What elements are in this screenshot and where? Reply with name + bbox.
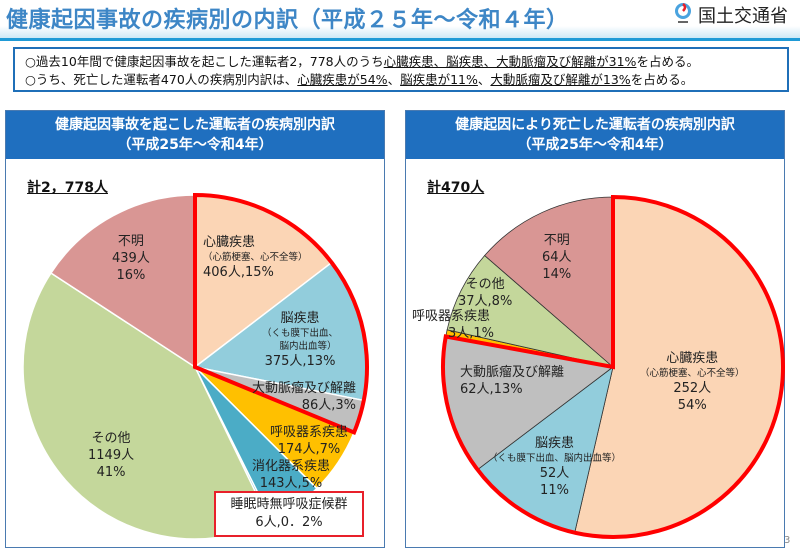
summary-highlight: 大動脈瘤及び解離が13% bbox=[490, 72, 631, 87]
slice-percent: 54% bbox=[677, 398, 707, 413]
slice-value: 143人,5% bbox=[259, 476, 323, 491]
left-label-digestive: 消化器系疾患 143人,5% bbox=[252, 458, 330, 492]
summary-text: を占める。 bbox=[636, 54, 699, 69]
slice-name: 呼吸器系疾患 bbox=[270, 425, 349, 440]
slice-percent: 41% bbox=[96, 465, 126, 480]
right-chart-header: 健康起因により死亡した運転者の疾病別内訳 （平成25年～令和4年） bbox=[406, 111, 784, 159]
slice-name: 脳疾患 bbox=[280, 311, 320, 326]
slice-name: 消化器系疾患 bbox=[252, 459, 331, 474]
summary-box: ○過去10年間で健康起因事故を起こした運転者2，778人のうち心臓疾患、脳疾患、… bbox=[13, 47, 789, 92]
slice-name: 心臓疾患 bbox=[203, 235, 256, 250]
summary-text: を占める。 bbox=[630, 72, 694, 87]
right-label-respiratory: 呼吸器系疾患 3人,1% bbox=[412, 308, 494, 342]
summary-text: 、 bbox=[387, 72, 401, 87]
right-label-brain: 脳疾患 （くも膜下出血、脳内出血等） 52人 11% bbox=[488, 435, 621, 499]
right-chart-total: 計470人 bbox=[427, 180, 485, 196]
summary-line-1: ○過去10年間で健康起因事故を起こした運転者2，778人のうち心臓疾患、脳疾患、… bbox=[25, 53, 777, 71]
left-chart-total: 計2，778人 bbox=[27, 180, 108, 196]
slice-percent: 11% bbox=[540, 483, 569, 498]
slice-name: その他 bbox=[465, 277, 505, 292]
left-chart-header: 健康起因事故を起こした運転者の疾病別内訳 （平成25年～令和4年） bbox=[6, 111, 384, 159]
slice-value: 6人,0．2% bbox=[255, 515, 323, 530]
left-label-respiratory: 呼吸器系疾患 174人,7% bbox=[270, 424, 348, 458]
summary-text: 、 bbox=[477, 72, 491, 87]
right-chart-subtitle: （平成25年～令和4年） bbox=[517, 137, 673, 153]
slice-note: （心筋梗塞、心不全等） bbox=[203, 252, 308, 263]
slice-count: 1149人 bbox=[88, 448, 135, 463]
left-label-aorta: 大動脈瘤及び解離 86人,3% bbox=[252, 380, 356, 414]
right-label-other: その他 37人,8% bbox=[458, 276, 512, 310]
slice-note: （くも膜下出血、脳内出血等） bbox=[488, 453, 622, 464]
summary-highlight: 心臓疾患、脳疾患、大動脈瘤及び解離が31% bbox=[383, 54, 637, 69]
slice-note: （心筋梗塞、心不全等） bbox=[640, 368, 745, 379]
right-label-heart: 心臓疾患 （心筋梗塞、心不全等） 252人 54% bbox=[640, 350, 745, 414]
slice-value: 375人,13% bbox=[264, 354, 336, 369]
summary-highlight: 心臓疾患が54% bbox=[297, 72, 388, 87]
header: 健康起因事故の疾病別の内訳（平成２５年～令和４年） 国土交通省 bbox=[0, 0, 800, 41]
header-divider bbox=[0, 38, 800, 41]
slice-name: 呼吸器系疾患 bbox=[412, 309, 491, 324]
summary-highlight: 脳疾患が11% bbox=[400, 72, 478, 87]
slice-value: 62人,13% bbox=[460, 382, 523, 397]
slice-value: 406人,15% bbox=[203, 265, 274, 280]
slice-count: 52人 bbox=[539, 466, 570, 481]
slice-value: 86人,3% bbox=[301, 398, 357, 413]
slice-count: 64人 bbox=[542, 250, 572, 265]
right-label-aorta: 大動脈瘤及び解離 62人,13% bbox=[460, 364, 564, 398]
ministry-name: 国土交通省 bbox=[698, 6, 788, 27]
left-chart-subtitle: （平成25年～令和4年） bbox=[117, 137, 273, 153]
header-band bbox=[0, 26, 800, 38]
mlit-logo-icon bbox=[675, 3, 691, 23]
slice-value: 174人,7% bbox=[277, 442, 341, 457]
left-label-brain: 脳疾患 （くも膜下出血、 脳内出血等） 375人,13% bbox=[262, 310, 338, 370]
left-label-unknown: 不明 439人 16% bbox=[112, 233, 150, 284]
slice-percent: 14% bbox=[542, 267, 572, 282]
slice-value: 3人,1% bbox=[448, 326, 495, 341]
page-title: 健康起因事故の疾病別の内訳（平成２５年～令和４年） bbox=[6, 8, 569, 33]
slice-name: 大動脈瘤及び解離 bbox=[252, 381, 357, 396]
page-number: 3 bbox=[784, 535, 791, 546]
slice-note: （くも膜下出血、 bbox=[262, 328, 339, 339]
slice-name: 不明 bbox=[117, 234, 144, 249]
summary-text: ○過去10年間で健康起因事故を起こした運転者2，778人のうち bbox=[25, 54, 384, 69]
slice-name: 不明 bbox=[543, 233, 570, 248]
slice-name: 睡眠時無呼吸症候群 bbox=[230, 497, 348, 512]
summary-line-2: ○うち、死亡した運転者470人の疾病別内訳は、心臓疾患が54%、脳疾患が11%、… bbox=[25, 71, 777, 89]
slice-value: 37人,8% bbox=[458, 294, 513, 309]
left-label-sleep-apnea: 睡眠時無呼吸症候群 6人,0．2% bbox=[214, 491, 364, 537]
left-label-other: その他 1149人 41% bbox=[88, 430, 134, 481]
slice-count: 252人 bbox=[673, 381, 712, 396]
left-label-heart: 心臓疾患 （心筋梗塞、心不全等） 406人,15% bbox=[203, 234, 308, 281]
slice-note: 脳内出血等） bbox=[279, 341, 337, 352]
right-label-unknown: 不明 64人 14% bbox=[542, 232, 572, 283]
slice-name: 心臓疾患 bbox=[666, 351, 719, 366]
summary-text: ○うち、死亡した運転者470人の疾病別内訳は、 bbox=[25, 72, 298, 87]
slice-name: 大動脈瘤及び解離 bbox=[460, 365, 565, 380]
right-chart-title: 健康起因により死亡した運転者の疾病別内訳 bbox=[455, 117, 735, 133]
slice-name: 脳疾患 bbox=[535, 436, 575, 451]
slice-name: その他 bbox=[91, 431, 131, 446]
slice-count: 439人 bbox=[112, 251, 150, 266]
left-chart-title: 健康起因事故を起こした運転者の疾病別内訳 bbox=[55, 117, 335, 133]
slice-percent: 16% bbox=[116, 268, 146, 283]
